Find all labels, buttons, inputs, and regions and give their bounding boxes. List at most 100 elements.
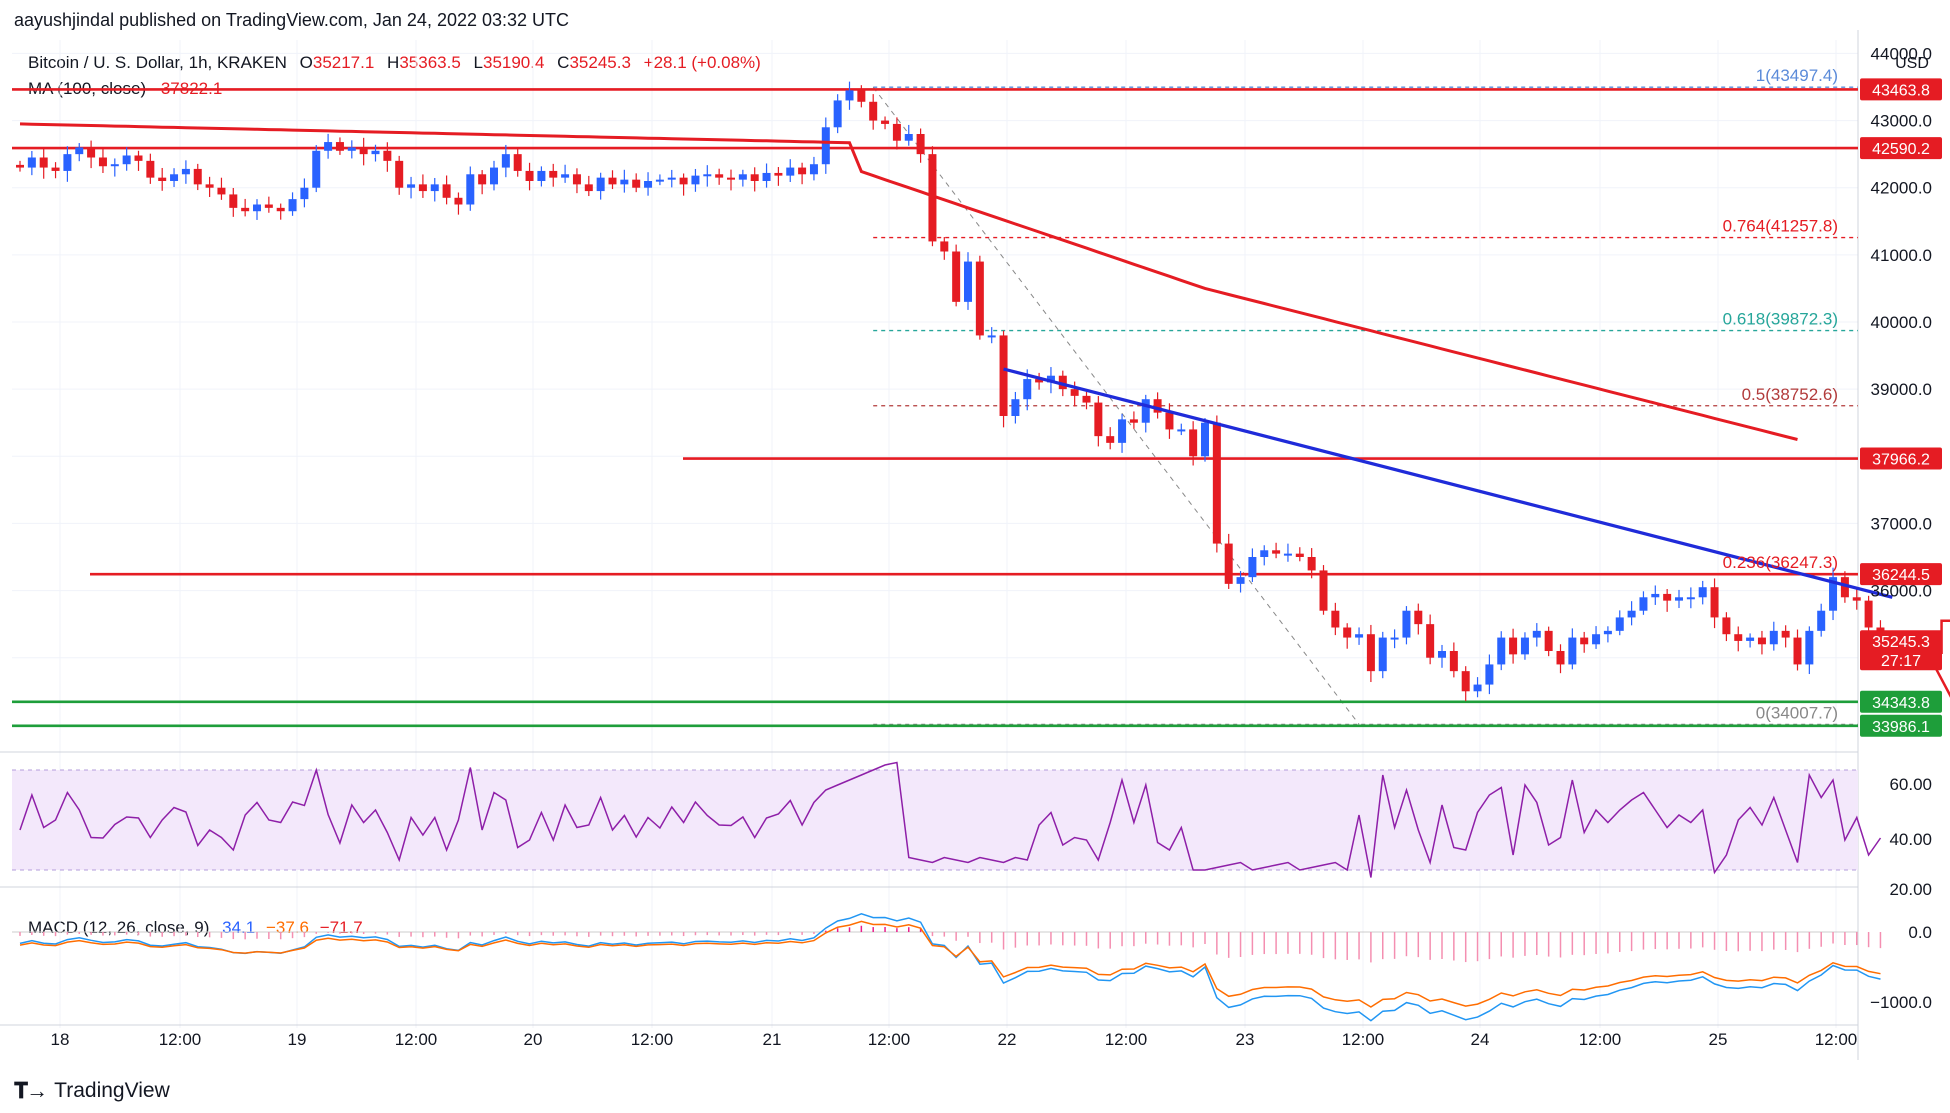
candle-body	[774, 172, 783, 176]
candle-body	[1307, 557, 1316, 571]
price-badge-bg	[1860, 714, 1942, 737]
price-tick-label: 39000.0	[1871, 380, 1932, 399]
candle-body	[1864, 600, 1873, 628]
candle-body	[513, 154, 522, 171]
candle-body	[1011, 399, 1020, 416]
tradingview-logo-icon: 𝐓→	[14, 1078, 48, 1103]
candle-body	[715, 174, 724, 178]
price-tick-label: 42000.0	[1871, 179, 1932, 198]
rsi-band	[12, 770, 1858, 870]
price-tick-label: 44000.0	[1871, 44, 1932, 63]
time-tick-label: 25	[1709, 1030, 1728, 1049]
candle-body	[1556, 651, 1565, 665]
candle-body	[1532, 630, 1541, 638]
candle-body	[1852, 597, 1861, 601]
candle-body	[1070, 389, 1079, 396]
candle-body	[490, 167, 498, 185]
candle-body	[1058, 375, 1067, 390]
candle-body	[1757, 637, 1766, 645]
fib-label: 0.5(38752.6)	[1742, 385, 1838, 404]
macd-tick-label: −1000.0	[1870, 993, 1932, 1012]
candle-body	[1295, 553, 1304, 557]
candle-body	[1686, 597, 1695, 600]
candle-body	[1378, 637, 1387, 672]
price-badge-bg	[1860, 137, 1942, 160]
candle-body	[987, 335, 996, 338]
candle-body	[478, 174, 487, 185]
price-badges: 43463.8 42590.2 37966.2 36244.5 35245.3 27:17…	[1860, 78, 1942, 737]
candle-body	[1580, 637, 1589, 645]
time-tick-label: 12:00	[1342, 1030, 1385, 1049]
price-badge-text: 34343.8	[1872, 695, 1930, 712]
candle-body	[1402, 610, 1411, 638]
candle-body	[264, 204, 273, 208]
candle-body	[869, 101, 878, 121]
close-value: 35245.3	[569, 53, 631, 72]
rsi-pane	[12, 761, 1882, 878]
candle-body	[892, 123, 901, 141]
candle-body	[1212, 422, 1221, 544]
candle-body	[1414, 610, 1423, 625]
currency-label: USD	[1895, 55, 1929, 72]
candle-body	[1663, 593, 1672, 601]
candles	[16, 81, 1885, 702]
candle-body	[75, 147, 84, 155]
candle-body	[762, 172, 771, 181]
candle-body	[798, 167, 807, 175]
candle-body	[679, 177, 688, 185]
price-tick-label: 40000.0	[1871, 313, 1932, 332]
candle-body	[181, 168, 190, 175]
candle-body	[1355, 634, 1364, 638]
macd-tick-label: 0.0	[1908, 923, 1932, 942]
tradingview-brand[interactable]: 𝐓→ TradingView	[14, 1078, 170, 1104]
price-badge-text: 42590.2	[1872, 141, 1930, 158]
price-badge-bg	[1860, 690, 1942, 713]
candle-body	[241, 207, 250, 212]
price-tick-label: 41000.0	[1871, 246, 1932, 265]
price-badge-bg	[1860, 563, 1942, 586]
candle-body	[1497, 637, 1506, 665]
candle-body	[276, 207, 285, 212]
candle-body	[1781, 630, 1790, 638]
candle-body	[1283, 553, 1292, 556]
price-tick-label: 43000.0	[1871, 112, 1932, 131]
price-tick-label: 36000.0	[1871, 582, 1932, 601]
candle-body	[501, 154, 510, 168]
candle-body	[964, 261, 972, 302]
candle-body	[1438, 651, 1446, 658]
candle-body	[146, 160, 155, 178]
fib-label: 0.764(41257.8)	[1723, 217, 1838, 236]
candle-body	[1675, 597, 1683, 601]
rsi-line	[19, 761, 1882, 878]
candle-body	[158, 177, 167, 181]
candle-body	[1722, 617, 1731, 635]
candle-body	[122, 155, 131, 165]
candle-body	[881, 120, 890, 124]
time-tick-label: 24	[1471, 1030, 1490, 1049]
candle-body	[253, 204, 261, 212]
candle-body	[1485, 664, 1494, 685]
publish-header: aayushjindal published on TradingView.co…	[14, 10, 570, 30]
candle-body	[205, 184, 214, 188]
candle-body	[1840, 577, 1849, 598]
level-lines	[12, 86, 1858, 728]
fib-label: 1(43497.4)	[1756, 66, 1838, 85]
candle-body	[1473, 684, 1482, 692]
fib-diagonal	[872, 86, 1360, 725]
time-tick-label: 12:00	[1579, 1030, 1622, 1049]
candle-body	[442, 184, 451, 198]
price-tick-label: 37000.0	[1871, 514, 1932, 533]
countdown-text: 27:17	[1881, 653, 1921, 670]
candle-body	[916, 134, 925, 155]
time-tick-label: 22	[998, 1030, 1017, 1049]
time-tick-label: 12:00	[159, 1030, 202, 1049]
candle-body	[288, 199, 297, 212]
candle-body	[1046, 375, 1055, 383]
candle-body	[1260, 550, 1269, 557]
trend-line	[1003, 367, 1893, 599]
candle-body	[347, 147, 356, 151]
candle-body	[217, 187, 226, 195]
time-tick-label: 23	[1236, 1030, 1255, 1049]
macd-signal-line	[19, 920, 1881, 1008]
